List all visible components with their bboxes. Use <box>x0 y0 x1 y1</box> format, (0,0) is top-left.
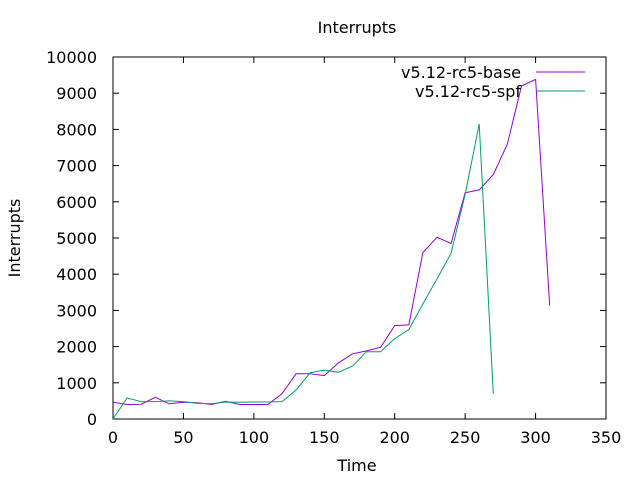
chart-title: Interrupts <box>318 18 397 37</box>
y-tick-label: 3000 <box>56 301 97 320</box>
axes: 0 50 100 150 200 250 300 350 0 1000 2000 3000 4000 50… <box>46 48 621 447</box>
plot-border <box>112 56 607 420</box>
y-tick-label: 6000 <box>56 193 97 212</box>
x-tick-label: 100 <box>239 428 270 447</box>
series-layer <box>112 78 551 420</box>
y-tick-label: 1000 <box>56 374 97 393</box>
y-tick-label: 5000 <box>56 229 97 248</box>
x-tick-label: 150 <box>309 428 340 447</box>
y-tick-label: 2000 <box>56 338 97 357</box>
y-tick-label: 10000 <box>46 48 97 67</box>
y-tick-label: 0 <box>87 410 97 429</box>
x-tick-label: 0 <box>108 428 118 447</box>
legend-label-1: v5.12-rc5-base <box>401 63 521 82</box>
series-line-1 <box>112 78 551 406</box>
x-tick-label: 50 <box>173 428 193 447</box>
x-tick-label: 350 <box>591 428 622 447</box>
x-tick-label: 250 <box>450 428 481 447</box>
y-tick-label: 9000 <box>56 84 97 103</box>
y-tick-label: 4000 <box>56 265 97 284</box>
series-line-2 <box>112 123 494 420</box>
y-tick-label: 7000 <box>56 157 97 176</box>
y-axis-label: Interrupts <box>5 199 24 278</box>
x-axis-label: Time <box>336 456 376 475</box>
y-tick-label: 8000 <box>56 120 97 139</box>
x-tick-label: 300 <box>520 428 551 447</box>
legend-label-2: v5.12-rc5-spf <box>415 82 521 101</box>
x-tick-label: 200 <box>379 428 410 447</box>
